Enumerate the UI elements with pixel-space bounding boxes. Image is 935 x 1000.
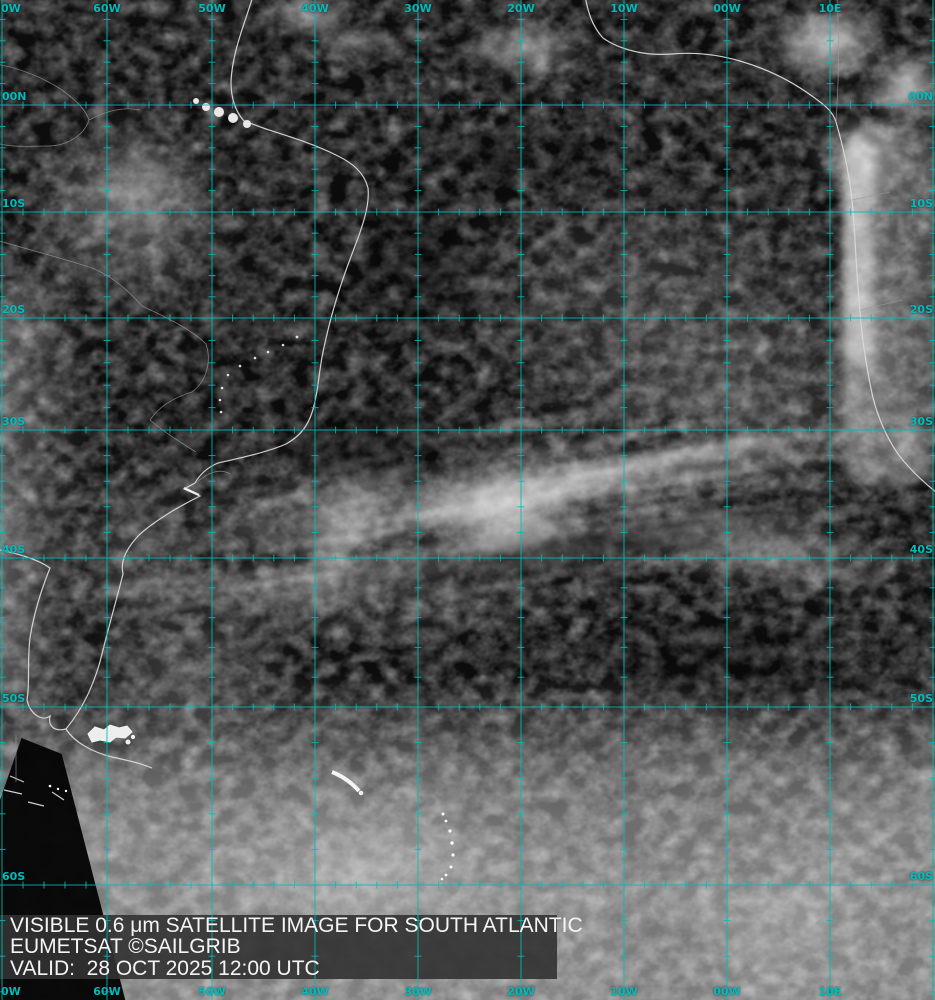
caption-valid-time: VALID: 28 OCT 2025 12:00 UTC: [10, 956, 320, 980]
caption-attribution: EUMETSAT ©SAILGRIB: [10, 935, 241, 959]
caption-background: [0, 915, 557, 979]
caption: VISIBLE 0.6 μm SATELLITE IMAGE FOR SOUTH…: [10, 915, 610, 979]
caption-title: VISIBLE 0.6 μm SATELLITE IMAGE FOR SOUTH…: [10, 914, 583, 937]
